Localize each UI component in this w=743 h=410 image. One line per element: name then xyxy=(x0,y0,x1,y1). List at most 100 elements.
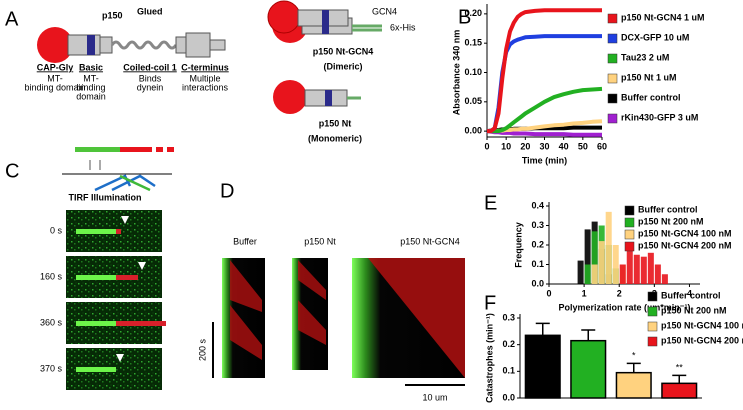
x-tick-label: 30 xyxy=(539,141,549,151)
domain-desc: binding xyxy=(76,82,105,92)
legend-swatch xyxy=(607,113,618,124)
significance: * xyxy=(632,351,636,361)
domain-name: Coiled-coil 1 xyxy=(123,62,177,72)
construct-name: p150 Nt-GCN4 xyxy=(313,46,374,56)
construct-head xyxy=(267,0,301,34)
legend-label: p150 Nt-GCN4 100 nM xyxy=(661,320,743,330)
data-line xyxy=(487,8,602,134)
x-axis-label: Time (min) xyxy=(522,155,567,165)
kymograph xyxy=(222,258,265,378)
error-bar xyxy=(672,374,687,384)
extension-bar xyxy=(120,147,152,152)
panel-label: C xyxy=(5,160,19,182)
x-tick-label: 50 xyxy=(578,141,588,151)
tip-arrow xyxy=(166,308,174,316)
legend-swatch xyxy=(624,205,635,216)
y-tick-label: 0.1 xyxy=(531,259,544,269)
kymo-title: p150 Nt xyxy=(304,236,336,246)
legend-swatch xyxy=(624,217,635,228)
x-tick-label: 0 xyxy=(484,141,489,151)
domain-desc: binding domain xyxy=(24,82,85,92)
tirf-beam xyxy=(94,174,156,192)
x-tick-label: 2 xyxy=(617,288,622,298)
legend-swatch xyxy=(607,33,618,44)
bar xyxy=(524,334,561,399)
mt-extension xyxy=(116,321,166,326)
legend-swatch xyxy=(647,306,658,317)
his-label: 6x-His xyxy=(390,22,416,32)
hist-bar xyxy=(654,264,661,284)
domain-desc: Binds xyxy=(139,73,162,83)
domain-desc: interactions xyxy=(182,82,229,92)
domain-name: C-terminus xyxy=(181,62,229,72)
x-tick-label: 60 xyxy=(597,141,607,151)
kymo-title: Buffer xyxy=(233,236,257,246)
legend-swatch xyxy=(647,336,658,347)
bar xyxy=(615,371,652,399)
tirf-label: TIRF Illumination xyxy=(69,192,142,202)
microtubule xyxy=(76,321,116,326)
x-tick-label: 0 xyxy=(546,288,551,298)
legend-label: p150 Nt-GCN4 100 nM xyxy=(638,228,732,238)
panel-label: B xyxy=(458,6,471,28)
legend-label: rKin430-GFP 3 uM xyxy=(621,112,698,122)
legend-label: p150 Nt-GCN4 200 nM xyxy=(661,335,743,345)
time-label: 160 s xyxy=(40,271,63,281)
y-axis-label: Absorbance 340 nm xyxy=(451,30,461,116)
hist-bar xyxy=(612,245,619,284)
panel-label: D xyxy=(220,180,234,202)
y-tick-label: 0.3 xyxy=(502,312,515,322)
kymo-signal xyxy=(368,258,465,378)
error-bar xyxy=(626,362,641,373)
domain-box xyxy=(209,39,226,51)
domain-desc: dynein xyxy=(137,82,164,92)
time-label: 360 s xyxy=(40,317,63,327)
legend-swatch xyxy=(647,291,658,302)
legend-label: Buffer control xyxy=(638,204,698,214)
legend-label: p150 Nt 200 nM xyxy=(638,216,704,226)
legend-label: p150 Nt-GCN4 1 uM xyxy=(621,12,705,22)
hist-bar xyxy=(584,264,591,284)
x-axis-label: Polymerization rate (µm*min⁻¹) xyxy=(559,302,691,312)
x-tick-label: 20 xyxy=(520,141,530,151)
microtubule xyxy=(76,229,116,234)
bar xyxy=(661,382,698,399)
tip-arrow xyxy=(121,216,129,224)
legend-swatch xyxy=(607,13,618,24)
hist-bar xyxy=(591,264,598,284)
domain-desc: Multiple xyxy=(189,73,220,83)
tip-arrow xyxy=(116,354,124,362)
x-tick-label: 10 xyxy=(501,141,511,151)
data-line xyxy=(487,86,603,134)
mt-extension xyxy=(116,229,121,234)
cap-gly-shape xyxy=(37,27,73,63)
domain-name: CAP-Gly xyxy=(37,62,74,72)
legend-label: DCX-GFP 10 uM xyxy=(621,32,689,42)
domain-box xyxy=(175,36,187,54)
hist-bar xyxy=(605,211,612,284)
legend-label: p150 Nt 1 uM xyxy=(621,72,677,82)
y-tick-label: 0.15 xyxy=(464,38,482,48)
y-tick-label: 0.0 xyxy=(502,392,515,402)
length-scale-label: 10 um xyxy=(422,392,447,402)
error-bar xyxy=(535,322,550,336)
anchor xyxy=(89,160,101,170)
hist-bar xyxy=(591,231,598,284)
y-tick-label: 0.10 xyxy=(464,67,482,77)
legend-swatch xyxy=(607,93,618,104)
hist-bar xyxy=(626,250,633,284)
hist-bar xyxy=(661,274,668,284)
x-tick-label: 4 xyxy=(687,288,692,298)
legend-label: Buffer control xyxy=(661,290,721,300)
seed-bar xyxy=(75,147,120,152)
panel-c: TIRF Illumination xyxy=(62,147,174,202)
legend-label: Buffer control xyxy=(621,92,681,102)
hist-bar xyxy=(619,264,626,284)
construct-note: (Monomeric) xyxy=(308,133,362,143)
y-tick-label: 0.3 xyxy=(531,220,544,230)
panel-label: E xyxy=(484,192,497,214)
panel-label: A xyxy=(5,8,19,30)
domain-name: Basic xyxy=(79,62,103,72)
y-tick-label: 0.1 xyxy=(502,366,515,376)
